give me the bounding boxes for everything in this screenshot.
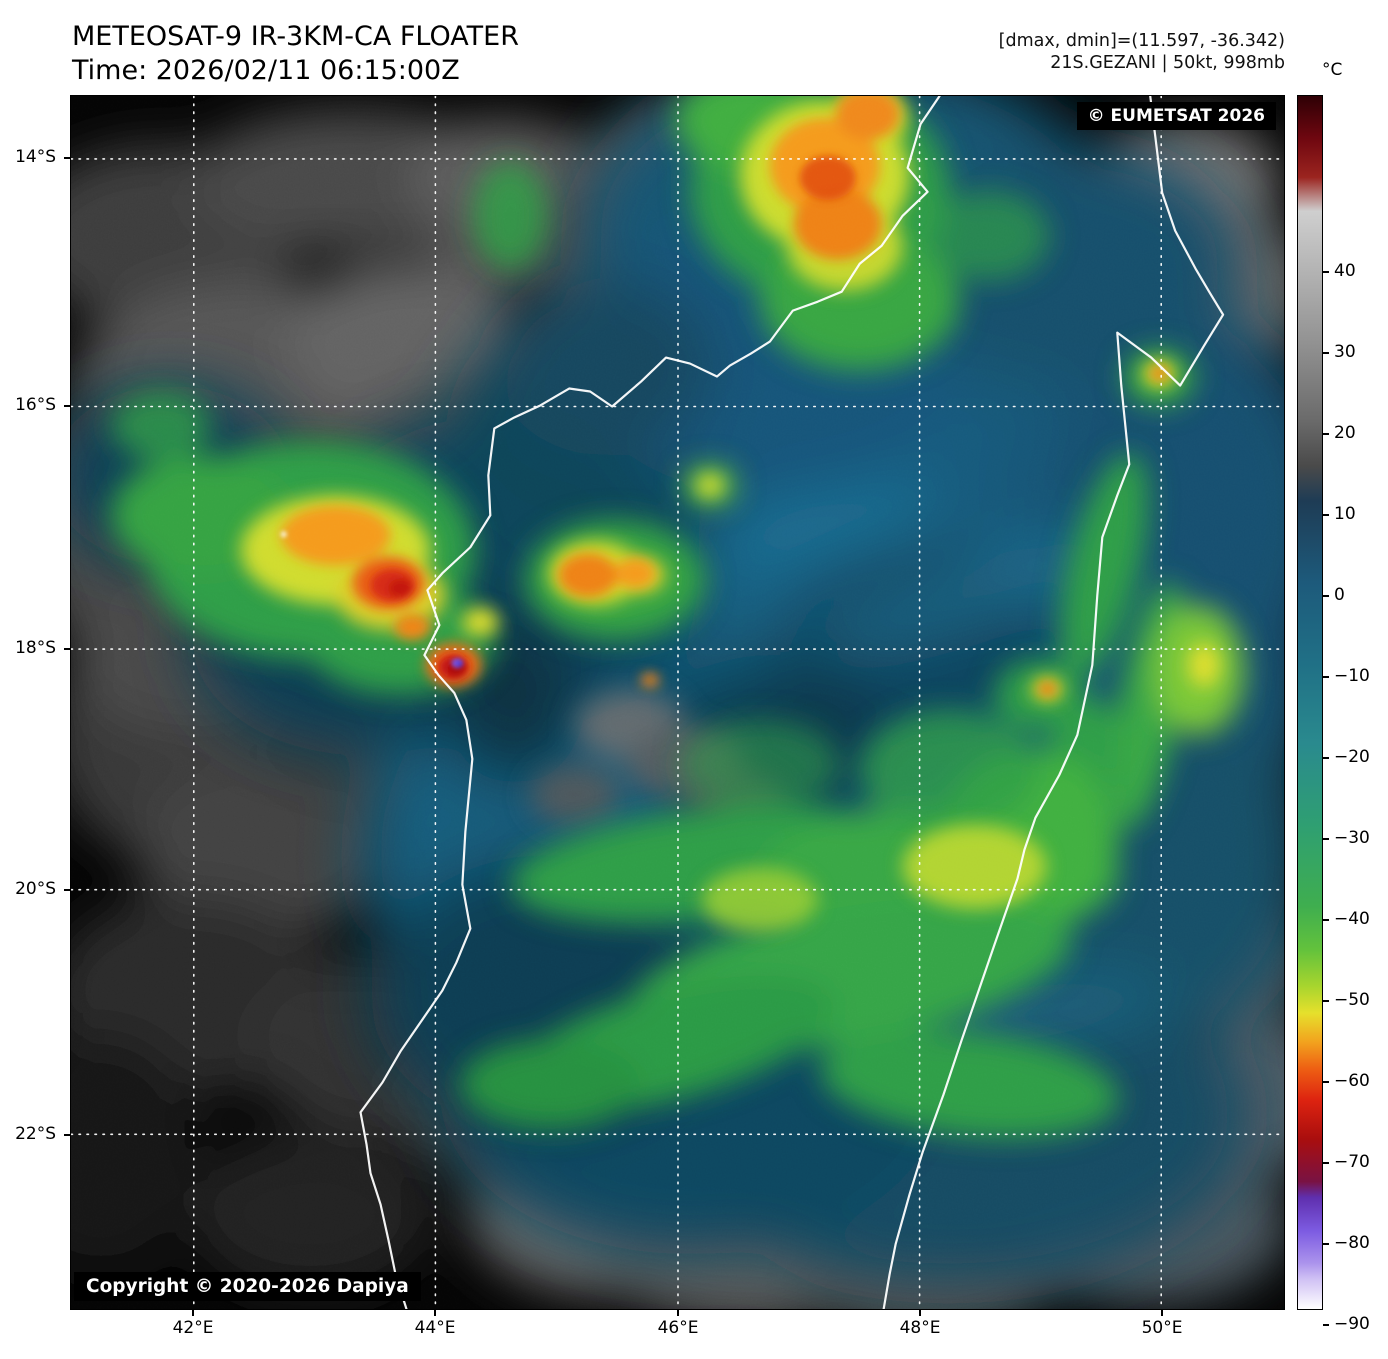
colorbar-tick-label: −70 — [1334, 1152, 1370, 1172]
colorbar-tick-mark — [1323, 1243, 1329, 1245]
lon-tick-label: 46°E — [657, 1318, 699, 1338]
coastline — [359, 96, 1225, 1309]
lon-tick-label: 42°E — [172, 1318, 214, 1338]
colorbar-tick-mark — [1323, 838, 1329, 840]
lat-tick-mark — [64, 1134, 70, 1136]
lat-tick-mark — [64, 157, 70, 159]
colorbar-tick-mark — [1323, 514, 1329, 516]
lat-tick-label: 20°S — [15, 879, 56, 899]
colorbar-tick-mark — [1323, 1162, 1329, 1164]
lon-tick-label: 50°E — [1141, 1318, 1183, 1338]
colorbar-tick-mark — [1323, 271, 1329, 273]
colorbar-tick-label: −80 — [1334, 1233, 1370, 1253]
lat-tick-label: 16°S — [15, 395, 56, 415]
lat-tick-mark — [64, 405, 70, 407]
colorbar-tick-mark — [1323, 757, 1329, 759]
satellite-map: © EUMETSAT 2026 Copyright © 2020-2026 Da… — [70, 95, 1285, 1310]
lat-tick-label: 14°S — [15, 147, 56, 167]
colorbar-tick-mark — [1323, 1081, 1329, 1083]
colorbar-tick-mark — [1323, 919, 1329, 921]
colorbar-gradient — [1298, 96, 1322, 1309]
colorbar-tick-label: −30 — [1334, 828, 1370, 848]
lat-tick-mark — [64, 648, 70, 650]
colorbar-tick-label: 10 — [1334, 504, 1356, 524]
lat-tick-label: 18°S — [15, 638, 56, 658]
grid-lines — [71, 96, 1284, 1309]
lat-tick-label: 22°S — [15, 1124, 56, 1144]
header: METEOSAT-9 IR-3KM-CA FLOATER Time: 2026/… — [72, 20, 519, 88]
colorbar-unit-label: °C — [1322, 60, 1343, 80]
colorbar-ticks: 40 30 20 10 0 −10 −20 −30 −40 −50 −60 −70 −80 −90 — [1323, 95, 1387, 1334]
colorbar-tick-label: 0 — [1334, 585, 1345, 605]
meta-readout: [dmax, dmin]=(11.597, -36.342) 21S.GEZAN… — [999, 30, 1285, 75]
colorbar-tick-mark — [1323, 1324, 1329, 1326]
page-title: METEOSAT-9 IR-3KM-CA FLOATER — [72, 21, 519, 52]
lon-tick-mark — [192, 1310, 194, 1316]
lon-tick-mark — [1161, 1310, 1163, 1316]
lon-axis: 42°E 44°E 46°E 48°E 50°E — [70, 1314, 1285, 1344]
lon-tick-mark — [919, 1310, 921, 1316]
colorbar-tick-label: −40 — [1334, 909, 1370, 929]
lat-tick-mark — [64, 889, 70, 891]
storm-info: 21S.GEZANI | 50kt, 998mb — [1050, 53, 1285, 74]
colorbar-tick-mark — [1323, 595, 1329, 597]
lon-tick-label: 44°E — [414, 1318, 456, 1338]
colorbar-tick-label: −20 — [1334, 747, 1370, 767]
satellite-image — [71, 96, 1284, 1309]
colorbar-tick-label: 40 — [1334, 261, 1356, 281]
dmax-dmin-readout: [dmax, dmin]=(11.597, -36.342) — [998, 31, 1285, 51]
colorbar-tick-label: −10 — [1334, 666, 1370, 686]
colorbar-tick-label: −50 — [1334, 990, 1370, 1010]
colorbar-tick-label: 30 — [1334, 342, 1356, 362]
lon-tick-mark — [677, 1310, 679, 1316]
colorbar-tick-mark — [1323, 352, 1329, 354]
copyright-badge: Copyright © 2020-2026 Dapiya — [74, 1272, 421, 1301]
timestamp: Time: 2026/02/11 06:15:00Z — [72, 54, 460, 86]
colorbar — [1297, 95, 1323, 1310]
colorbar-tick-mark — [1323, 1000, 1329, 1002]
colorbar-tick-mark — [1323, 433, 1329, 435]
lon-tick-label: 48°E — [899, 1318, 941, 1338]
lat-axis: 14°S 16°S 18°S 20°S 22°S — [0, 95, 62, 1310]
colorbar-tick-label: −60 — [1334, 1071, 1370, 1091]
lon-tick-mark — [434, 1310, 436, 1316]
colorbar-tick-label: 20 — [1334, 423, 1356, 443]
colorbar-tick-label: −90 — [1334, 1314, 1370, 1334]
colorbar-tick-mark — [1323, 676, 1329, 678]
eumetsat-credit-badge: © EUMETSAT 2026 — [1076, 102, 1276, 130]
